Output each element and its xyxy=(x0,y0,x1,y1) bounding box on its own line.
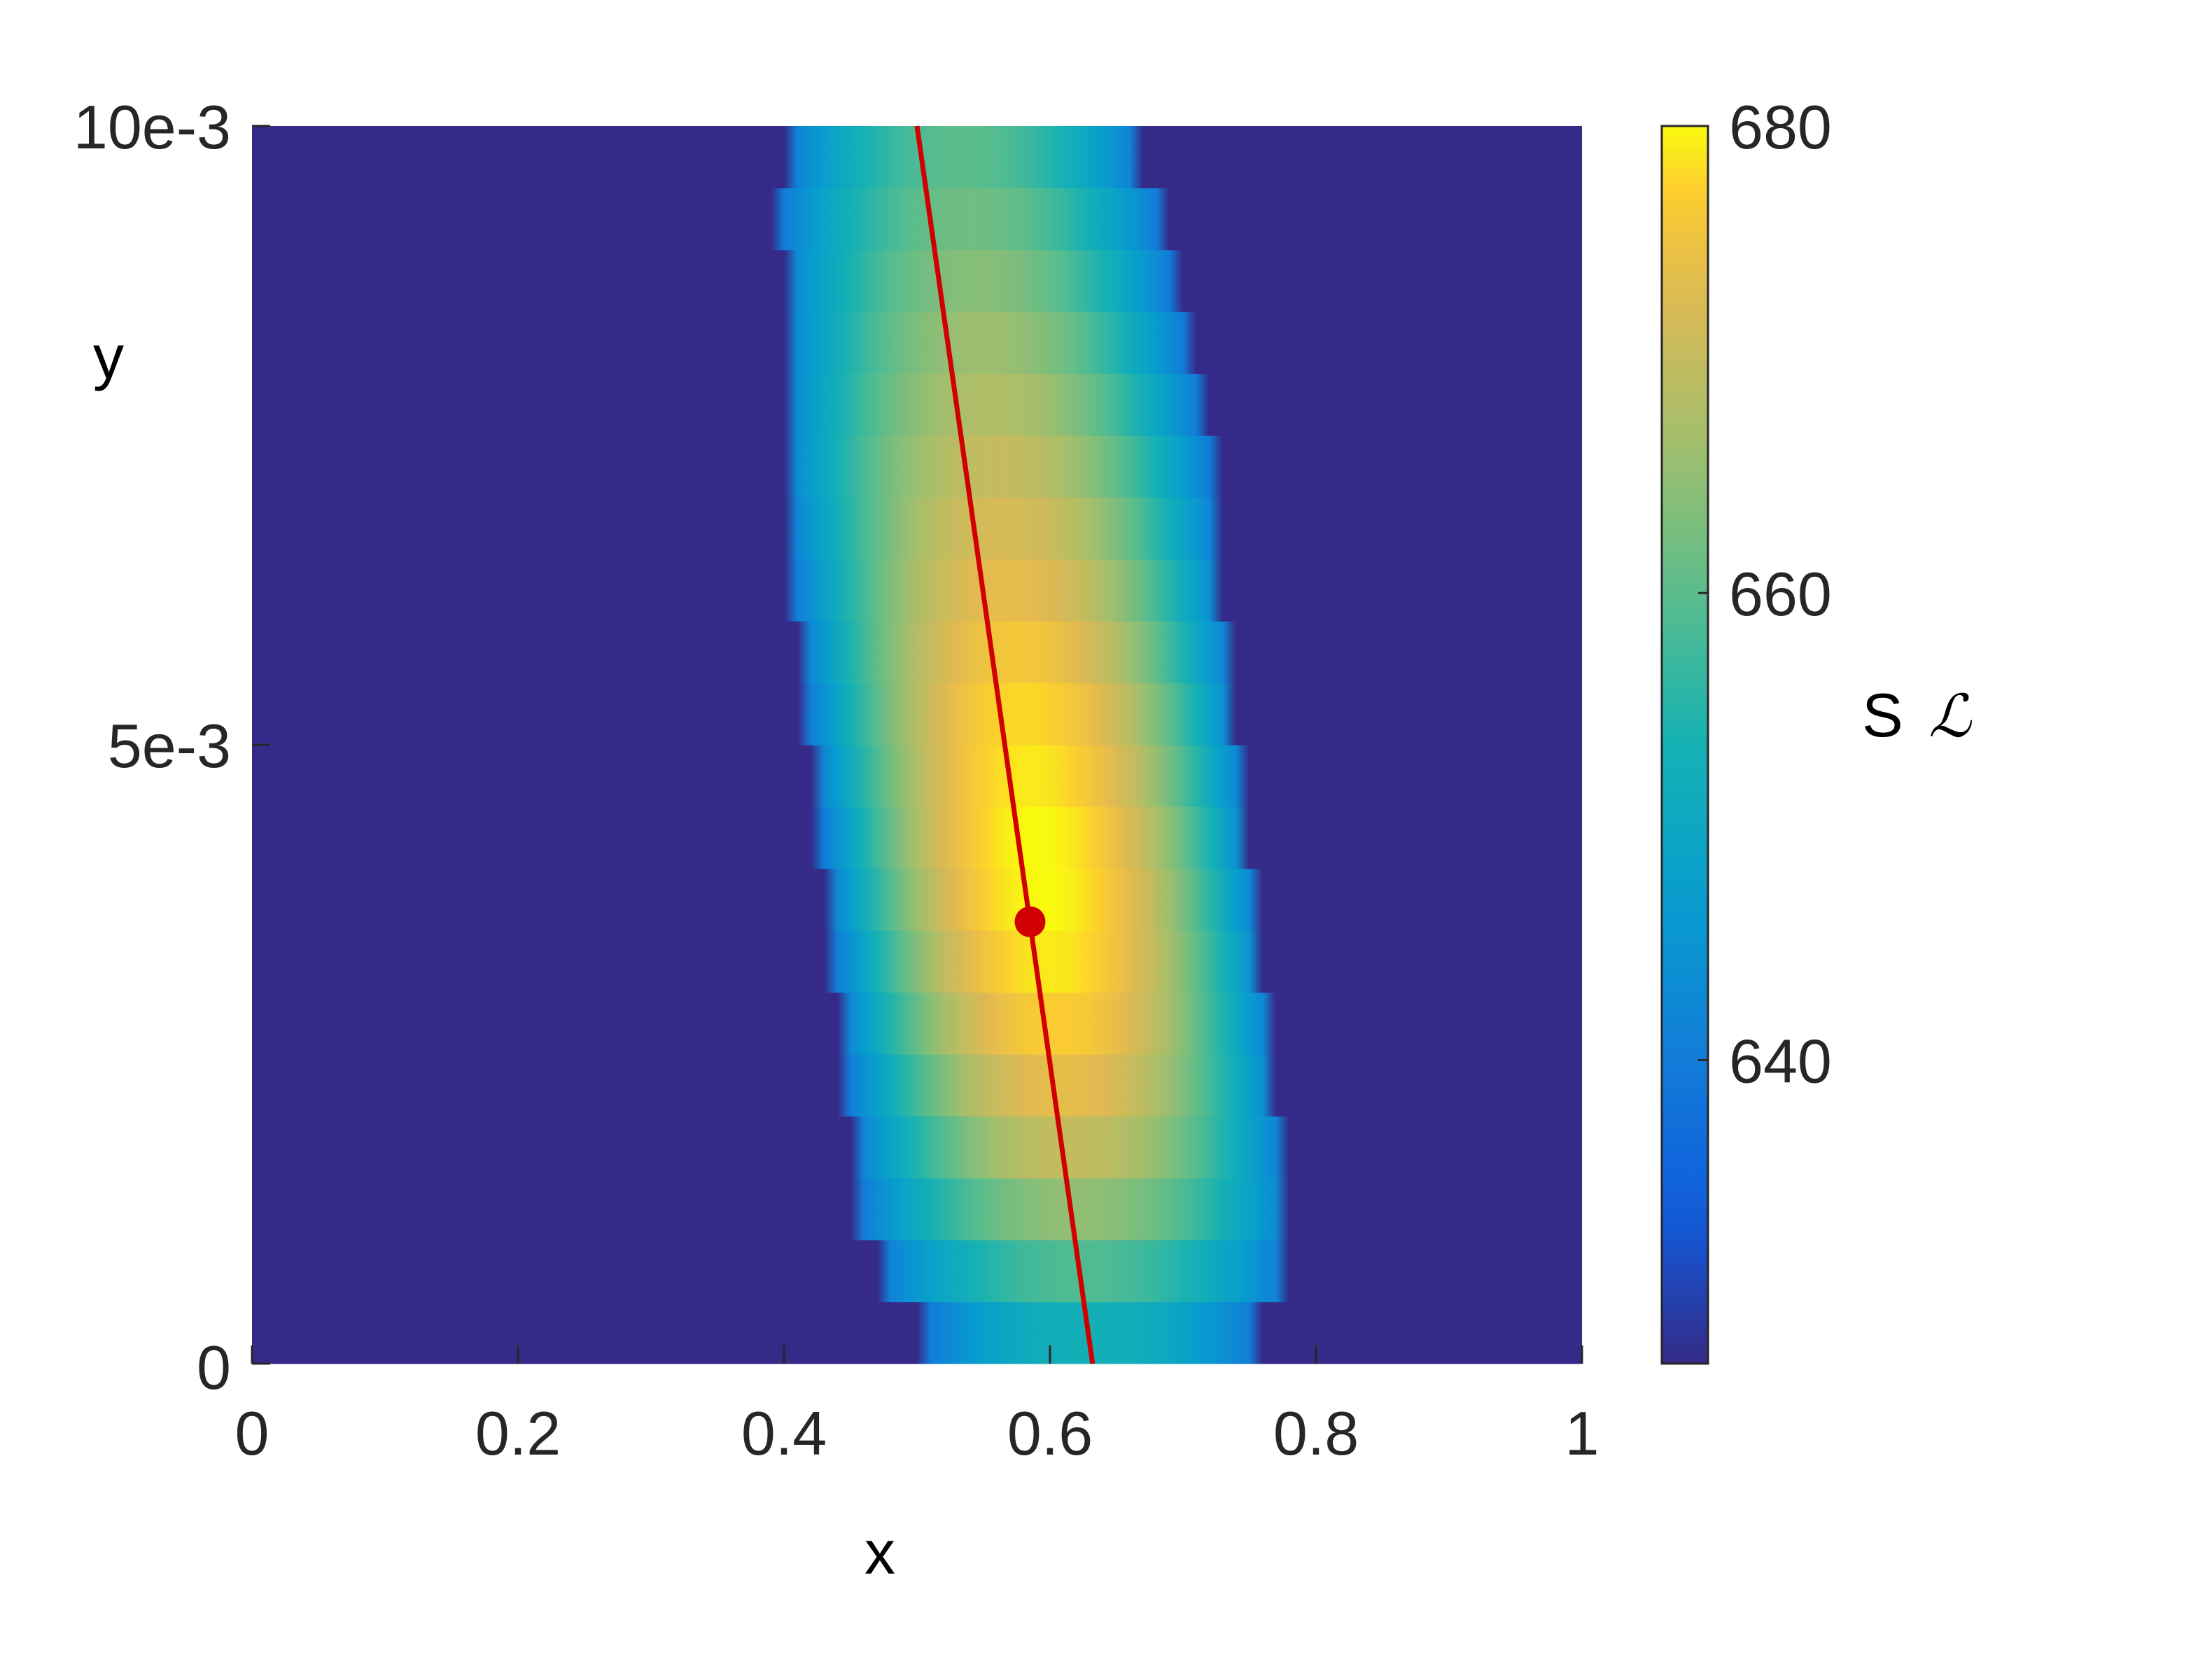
heatmap-row xyxy=(252,1240,1582,1303)
heatmap-row xyxy=(252,1177,1582,1240)
ridge-line xyxy=(914,125,1096,1364)
heatmap-row xyxy=(252,249,1582,312)
heatmap-row xyxy=(252,188,1582,251)
heatmap-row xyxy=(252,806,1582,869)
heatmap-row xyxy=(252,1301,1582,1364)
heatmap-row xyxy=(252,992,1582,1055)
x-tick-label: 0.8 xyxy=(1273,1399,1359,1468)
heatmap-row xyxy=(252,621,1582,684)
heatmap-row xyxy=(252,682,1582,746)
heatmap-cells xyxy=(252,126,1582,1364)
heatmap-row xyxy=(252,497,1582,560)
peak-marker xyxy=(1014,906,1046,937)
colorbar-label-symbol: ℒ xyxy=(1928,682,1972,750)
y-axis-label: y xyxy=(93,322,124,391)
y-tick-label: 5e-3 xyxy=(108,711,231,780)
y-axis-ticks: 0 5e-3 10e-3 xyxy=(74,92,270,1402)
colorbar-label: S ℒ xyxy=(1862,680,1972,750)
heatmap-row xyxy=(252,868,1582,931)
colorbar-tick-label: 660 xyxy=(1729,559,1832,629)
heatmap-row xyxy=(252,373,1582,436)
heatmap-row xyxy=(252,1054,1582,1116)
ridge-line-layer xyxy=(914,125,1096,1364)
colorbar-ticks: 640 660 680 xyxy=(1698,92,1832,1096)
colorbar-tick-label: 680 xyxy=(1729,92,1832,162)
x-tick-label: 0.2 xyxy=(475,1399,561,1468)
colorbar xyxy=(1660,125,1709,1365)
x-tick-label: 0 xyxy=(235,1399,270,1468)
heatmap-row xyxy=(252,745,1582,807)
x-tick-label: 0.4 xyxy=(741,1399,827,1468)
x-tick-label: 0.6 xyxy=(1007,1399,1093,1468)
x-axis-label: x xyxy=(864,1518,895,1587)
x-tick-label: 1 xyxy=(1565,1399,1600,1468)
heatmap-row xyxy=(252,1116,1582,1179)
heatmap-row xyxy=(252,312,1582,374)
colorbar-label-text: S xyxy=(1862,680,1903,750)
heatmap-row xyxy=(252,435,1582,498)
heatmap-row xyxy=(252,930,1582,993)
y-tick-label: 10e-3 xyxy=(74,92,231,162)
heatmap-row xyxy=(252,559,1582,622)
x-axis-ticks: 0 0.2 0.4 0.6 0.8 1 xyxy=(235,1345,1600,1468)
y-tick-label: 0 xyxy=(197,1333,231,1402)
marker-layer xyxy=(1014,906,1046,937)
colorbar-tick-label: 640 xyxy=(1729,1026,1832,1096)
